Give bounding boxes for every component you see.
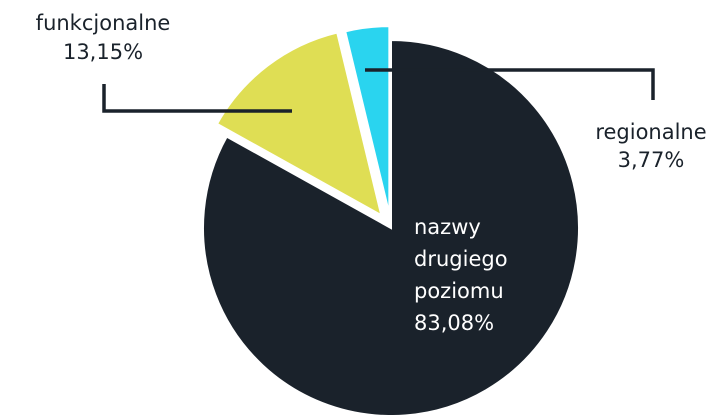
pie-slice-0 [202, 38, 580, 415]
leader-line-1 [102, 84, 292, 113]
pie-slice-1 [215, 31, 383, 218]
slice-label-2: regionalne 3,77% [595, 120, 706, 172]
slice-label-1: funkcjonalne 13,15% [36, 11, 171, 64]
leader-line-2 [365, 68, 655, 100]
slice-label-0: nazwy drugiego poziomu 83,08% [414, 215, 508, 335]
pie-slice-2 [344, 25, 391, 215]
